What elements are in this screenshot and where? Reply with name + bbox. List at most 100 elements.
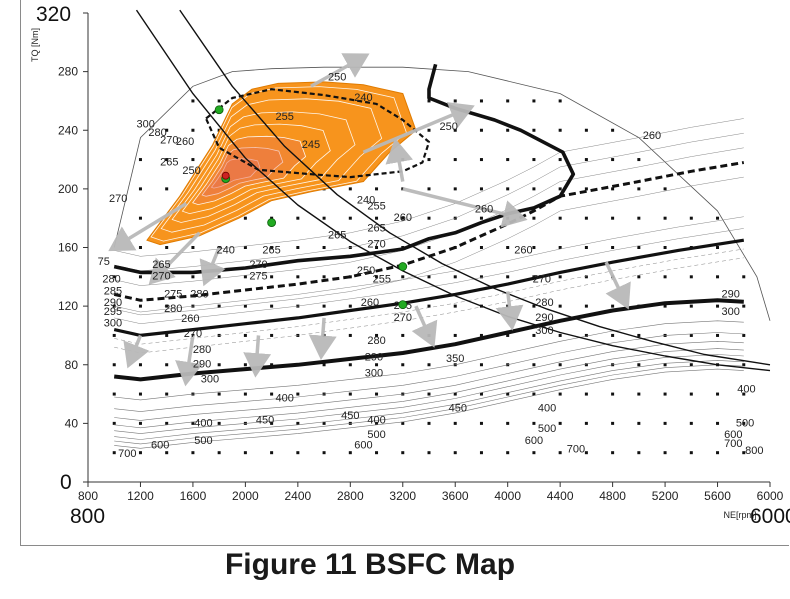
efficient-zone-ring xyxy=(181,123,331,215)
series-line-1 xyxy=(113,161,745,302)
contour-label: 350 xyxy=(446,353,464,365)
grid-point xyxy=(611,158,615,162)
grid-point xyxy=(375,451,379,455)
grid-point xyxy=(637,451,641,455)
shift-arrow xyxy=(385,138,414,182)
contour-label: 700 xyxy=(724,438,742,450)
grid-point xyxy=(401,421,405,425)
contour-label: 265 xyxy=(367,222,385,234)
contour-label: 400 xyxy=(194,417,212,429)
operating-point-marker xyxy=(398,300,408,310)
grid-point xyxy=(479,128,483,132)
grid-point xyxy=(270,304,274,308)
x-tick-label: 800 xyxy=(78,489,98,503)
grid-point xyxy=(506,216,510,220)
contour-label: 500 xyxy=(538,423,556,435)
grid-point xyxy=(427,216,431,220)
grid-point xyxy=(453,421,457,425)
contour-label: 250 xyxy=(182,165,200,177)
wot-envelope-line xyxy=(113,66,771,321)
y-tick-label: 40 xyxy=(65,416,79,430)
contour-label: 280 xyxy=(148,127,166,139)
grid-point xyxy=(112,363,116,367)
grid-point xyxy=(453,99,457,103)
grid-point xyxy=(611,216,615,220)
contour-label: 600 xyxy=(724,429,742,441)
grid-point xyxy=(663,216,667,220)
contour-label: 260 xyxy=(394,212,412,224)
grid-point xyxy=(716,246,720,249)
contour-label: 300 xyxy=(137,118,155,130)
y-tick-label: 160 xyxy=(58,241,78,255)
efficient-zone-ring xyxy=(160,98,383,233)
grid-point xyxy=(584,451,588,455)
grid-point xyxy=(558,363,562,367)
grid-point xyxy=(558,99,562,103)
grid-point xyxy=(689,333,693,337)
grid-point xyxy=(165,158,169,162)
shift-arrow xyxy=(243,335,272,378)
grid-point xyxy=(742,392,746,396)
grid-point xyxy=(296,451,300,455)
grid-point xyxy=(532,246,536,249)
grid-point xyxy=(191,451,195,455)
grid-point xyxy=(689,275,693,279)
grid-point xyxy=(532,392,536,396)
grid-point xyxy=(584,216,588,220)
contour-label: 285 xyxy=(104,285,122,297)
contour-label: 260 xyxy=(181,313,199,325)
contour-label: 265 xyxy=(160,156,178,168)
shift-arrow xyxy=(402,187,528,228)
grid-point xyxy=(716,304,720,308)
grid-point xyxy=(427,128,431,132)
grid-point xyxy=(427,363,431,367)
grid-point xyxy=(689,216,693,220)
grid-point xyxy=(453,275,457,279)
grid-point xyxy=(742,275,746,279)
grid-point xyxy=(742,421,746,425)
contour-label: 255 xyxy=(373,274,391,286)
grid-point xyxy=(663,275,667,279)
y-tick-label: 80 xyxy=(65,358,79,372)
contour-label: 290 xyxy=(535,312,553,324)
operating-point-marker xyxy=(214,105,224,115)
grid-point xyxy=(138,421,142,425)
grid-point xyxy=(427,246,431,249)
grid-point xyxy=(611,304,615,308)
grid-point xyxy=(375,333,379,337)
grid-point xyxy=(191,99,195,103)
grid-point xyxy=(689,392,693,396)
optimum-point-marker xyxy=(221,171,230,180)
grid-point xyxy=(217,363,221,367)
grid-point xyxy=(243,216,247,220)
series-line-5 xyxy=(204,88,431,179)
grid-point xyxy=(663,392,667,396)
y-tick-label: 120 xyxy=(58,299,78,313)
grid-point xyxy=(479,275,483,279)
grid-point xyxy=(584,421,588,425)
chart-frame xyxy=(20,0,789,546)
contour-label: 260 xyxy=(514,244,532,256)
contour-label: 245 xyxy=(302,139,320,151)
shift-arrow xyxy=(362,102,475,154)
contour-label: 500 xyxy=(736,417,754,429)
grid-point xyxy=(138,246,142,249)
grid-point xyxy=(479,158,483,162)
grid-point xyxy=(479,187,483,191)
contour-label: 300 xyxy=(365,367,383,379)
grid-point xyxy=(637,392,641,396)
grid-point xyxy=(427,99,431,103)
contour-label: 75 xyxy=(98,256,110,268)
contour-label: 270 xyxy=(367,238,385,250)
grid-point xyxy=(663,304,667,308)
thin-contour-line xyxy=(114,368,744,449)
grid-point xyxy=(479,363,483,367)
grid-point xyxy=(270,392,274,396)
y-tick-label: 200 xyxy=(58,182,78,196)
grid-point xyxy=(532,451,536,455)
contour-label: 250 xyxy=(439,121,457,133)
grid-point xyxy=(584,246,588,249)
grid-point xyxy=(348,392,352,396)
grid-point xyxy=(532,216,536,220)
